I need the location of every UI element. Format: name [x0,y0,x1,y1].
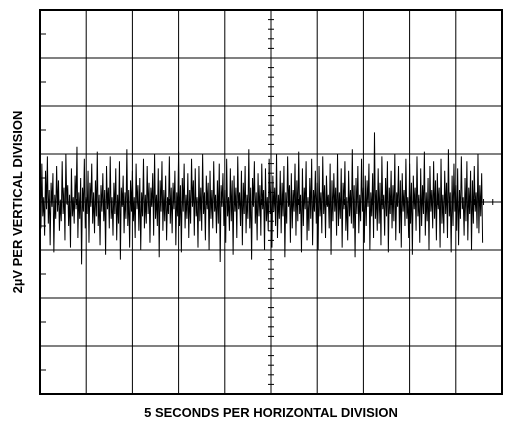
y-axis-label: 2µV PER VERTICAL DIVISION [10,111,25,294]
series-line [39,132,484,265]
x-axis-label: 5 SECONDS PER HORIZONTAL DIVISION [144,405,398,420]
signal-trace [39,132,484,265]
plot-frame [39,9,503,395]
